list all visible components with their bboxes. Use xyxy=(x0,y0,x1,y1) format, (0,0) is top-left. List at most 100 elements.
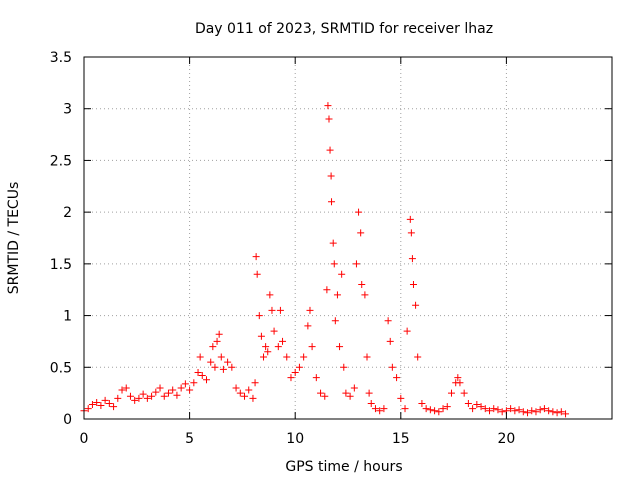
data-point xyxy=(384,317,392,325)
data-points xyxy=(80,102,570,418)
data-point xyxy=(443,403,451,411)
data-point xyxy=(528,407,536,415)
data-point xyxy=(164,389,172,397)
data-point xyxy=(355,208,363,216)
x-tick-label: 5 xyxy=(185,431,194,447)
data-point xyxy=(279,337,287,345)
data-point xyxy=(211,363,219,371)
data-point xyxy=(105,399,113,407)
data-point xyxy=(477,403,485,411)
data-point xyxy=(365,389,373,397)
data-point xyxy=(274,343,282,351)
data-point xyxy=(562,410,570,418)
data-point xyxy=(350,384,358,392)
data-point xyxy=(194,368,202,376)
data-point xyxy=(253,270,261,278)
data-point xyxy=(186,386,194,394)
data-point xyxy=(93,398,101,406)
y-tick-label: 1 xyxy=(63,309,72,325)
data-point xyxy=(545,407,553,415)
y-tick-label: 3.5 xyxy=(50,50,72,66)
axis-ticks xyxy=(83,56,612,420)
data-point xyxy=(328,198,336,206)
data-point xyxy=(209,343,217,351)
data-point xyxy=(342,389,350,397)
data-point xyxy=(249,394,257,402)
data-point xyxy=(139,390,147,398)
data-point xyxy=(358,281,366,289)
data-point xyxy=(401,405,409,413)
data-point xyxy=(540,405,548,413)
data-point xyxy=(215,330,223,338)
data-point xyxy=(156,384,164,392)
data-point xyxy=(321,392,329,400)
data-point xyxy=(260,353,268,361)
data-point xyxy=(435,408,443,416)
data-point xyxy=(553,409,561,417)
data-point xyxy=(325,115,333,123)
data-point xyxy=(283,353,291,361)
data-point xyxy=(456,379,464,387)
data-point xyxy=(376,407,384,415)
data-point xyxy=(198,372,206,380)
data-point xyxy=(519,408,527,416)
data-point xyxy=(327,172,335,180)
data-point xyxy=(257,332,265,340)
data-point xyxy=(245,386,253,394)
data-point xyxy=(426,406,434,414)
data-point xyxy=(287,374,295,382)
data-point xyxy=(177,384,185,392)
y-tick-labels: 0 0.5 1 1.5 2 2.5 3 3.5 xyxy=(50,50,72,428)
data-point xyxy=(232,384,240,392)
data-point xyxy=(431,407,439,415)
grid-lines xyxy=(84,57,612,419)
x-tick-labels: 0 5 10 15 20 xyxy=(80,431,516,447)
data-point xyxy=(255,312,263,320)
data-point xyxy=(329,239,337,247)
data-point xyxy=(338,270,346,278)
data-point xyxy=(131,396,139,404)
data-point xyxy=(135,394,143,402)
data-point xyxy=(464,399,472,407)
data-point xyxy=(371,405,379,413)
data-point xyxy=(326,146,334,154)
data-point xyxy=(190,379,198,387)
data-point xyxy=(306,306,314,314)
x-tick-label: 15 xyxy=(392,431,410,447)
data-point xyxy=(549,408,557,416)
data-point xyxy=(300,353,308,361)
data-point xyxy=(361,291,369,299)
data-point xyxy=(333,291,341,299)
data-point xyxy=(403,327,411,335)
data-point xyxy=(270,327,278,335)
data-point xyxy=(202,376,210,384)
data-point xyxy=(317,389,325,397)
data-point xyxy=(412,301,420,309)
data-point xyxy=(143,394,151,402)
data-point xyxy=(252,253,260,261)
data-point xyxy=(110,403,118,411)
data-point xyxy=(268,306,276,314)
data-point xyxy=(126,392,134,400)
data-point xyxy=(407,229,415,237)
data-point xyxy=(352,260,360,268)
data-point xyxy=(406,215,414,223)
data-point xyxy=(122,384,130,392)
data-point xyxy=(152,388,160,396)
data-point xyxy=(515,406,523,414)
y-tick-label: 1.5 xyxy=(50,257,72,273)
data-point xyxy=(460,389,468,397)
data-point xyxy=(490,405,498,413)
data-point xyxy=(251,379,259,387)
data-point xyxy=(264,348,272,356)
data-point xyxy=(447,389,455,397)
data-point xyxy=(346,392,354,400)
y-axis-label: SRMTID / TECUs xyxy=(6,182,22,295)
y-tick-label: 3 xyxy=(63,102,72,118)
data-point xyxy=(101,396,109,404)
data-point xyxy=(386,337,394,345)
data-point xyxy=(228,363,236,371)
data-point xyxy=(262,343,270,351)
data-point xyxy=(308,343,316,351)
